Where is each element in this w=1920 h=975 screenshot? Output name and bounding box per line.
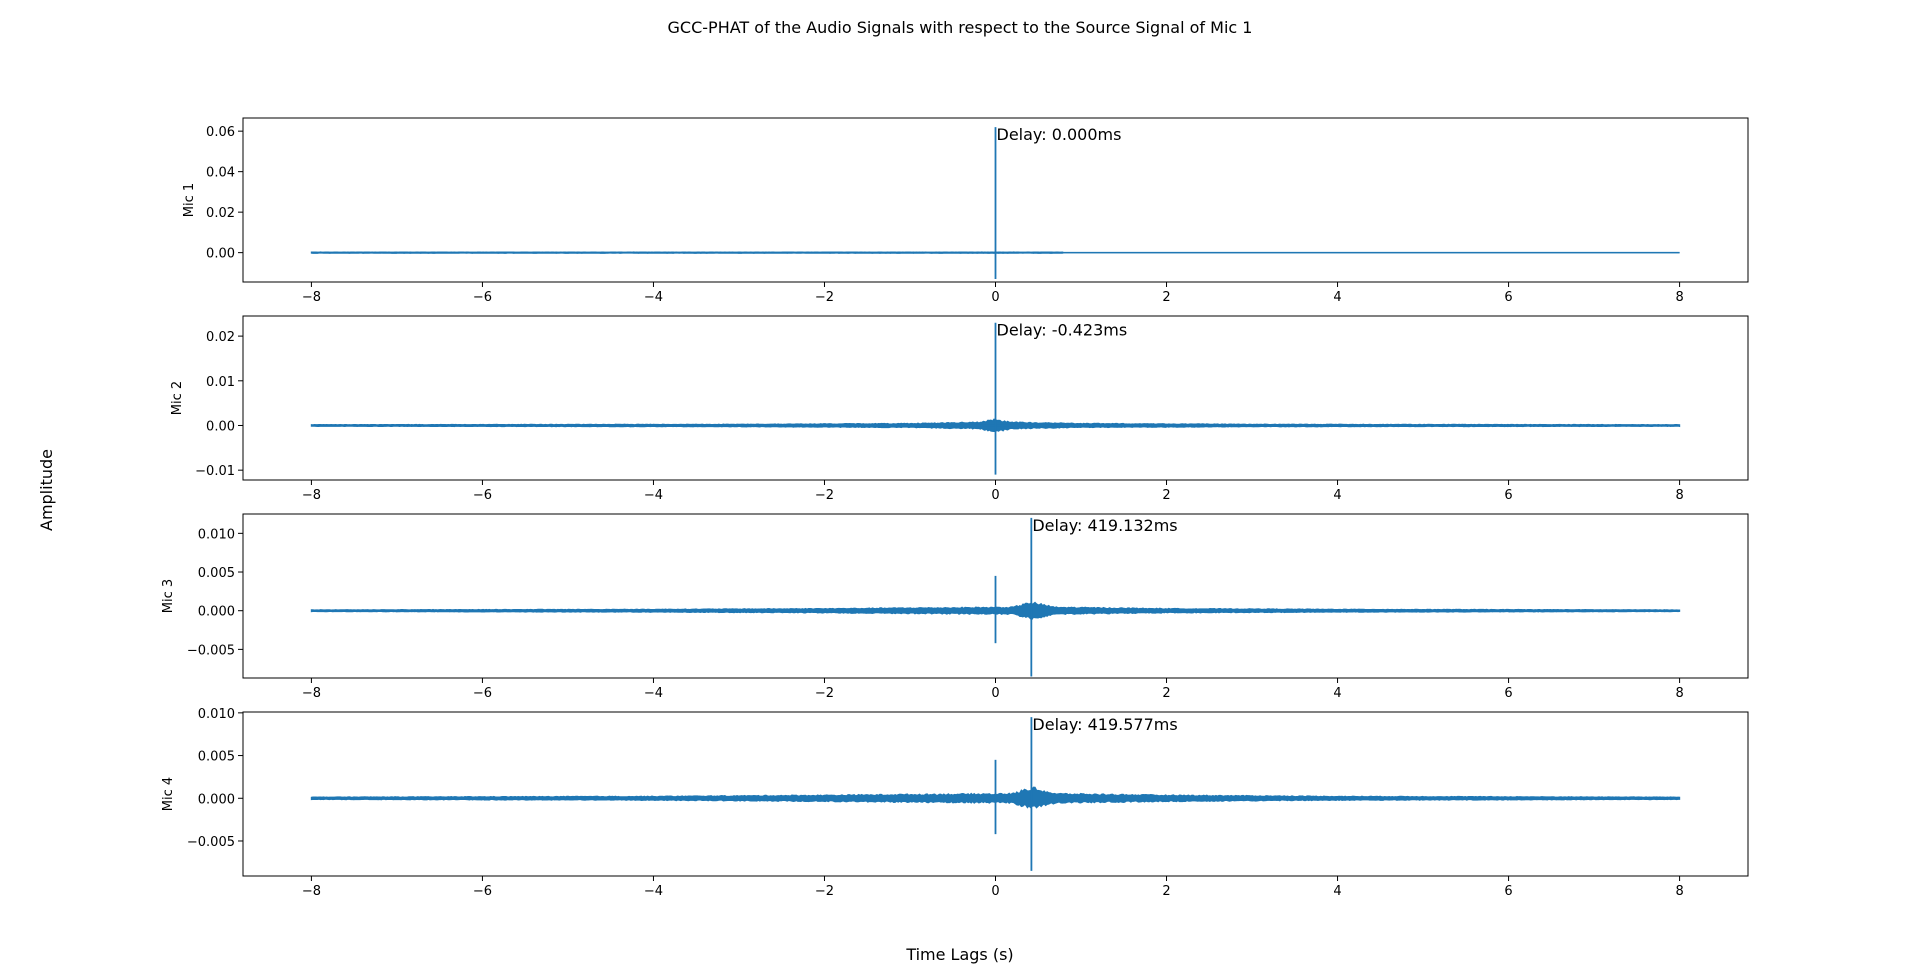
subplots: −8 −6 −4 −2 0 2 4 6 8 0.00 0.02 0.04 0.06 Mic 1 Delay:…	[161, 117, 1749, 899]
subplot-mic-3: −8 −6 −4 −2 0 2 4 6 8 −0.005 0.000 0.005 0.010 Mic 3 D…	[161, 513, 1749, 701]
y-tick-label: 0.010	[198, 527, 235, 542]
y-tick-label: 0.005	[198, 566, 235, 581]
subplot-ylabel: Mic 3	[161, 579, 176, 613]
y-tick-label: 0.00	[206, 419, 235, 434]
x-tick-label: −8	[302, 884, 321, 899]
x-tick-label: −8	[302, 488, 321, 503]
delay-annotation: Delay: -0.423ms	[997, 321, 1128, 340]
x-tick-label: 8	[1675, 884, 1683, 899]
x-tick-label: 6	[1504, 884, 1512, 899]
x-tick-label: −6	[473, 488, 492, 503]
x-tick-label: −4	[644, 884, 663, 899]
x-tick-label: 2	[1162, 884, 1170, 899]
x-tick-label: 4	[1333, 488, 1341, 503]
figure-xlabel: Time Lags (s)	[905, 945, 1013, 964]
x-tick-label: −4	[644, 488, 663, 503]
x-tick-label: 6	[1504, 488, 1512, 503]
subplot-ylabel: Mic 1	[182, 183, 197, 217]
y-tick-label: −0.01	[195, 464, 235, 479]
plot-area	[310, 517, 1681, 677]
x-tick-label: 0	[991, 488, 999, 503]
y-tick-label: 0.010	[198, 707, 235, 722]
x-tick-label: 6	[1504, 686, 1512, 701]
subplot-ylabel: Mic 2	[170, 381, 185, 415]
x-tick-label: −6	[473, 884, 492, 899]
x-tick-label: 2	[1162, 290, 1170, 305]
x-tick-label: 4	[1333, 884, 1341, 899]
subplot-mic-2: −8 −6 −4 −2 0 2 4 6 8 −0.01 0.00 0.01 0.02 Mic 2 Delay…	[170, 315, 1749, 503]
x-tick-label: 2	[1162, 686, 1170, 701]
subplot-mic-4: −8 −6 −4 −2 0 2 4 6 8 −0.005 0.000 0.005 0.010 Mic 4 D…	[161, 707, 1749, 899]
x-tick-label: 0	[991, 884, 999, 899]
x-tick-label: 0	[991, 290, 999, 305]
delay-annotation: Delay: 419.577ms	[1032, 715, 1177, 734]
y-tick-label: 0.04	[206, 166, 235, 181]
subplot-ylabel: Mic 4	[161, 777, 176, 811]
x-tick-label: 4	[1333, 290, 1341, 305]
x-tick-label: 0	[991, 686, 999, 701]
x-tick-label: 8	[1675, 290, 1683, 305]
y-tick-label: 0.000	[198, 605, 235, 620]
y-tick-label: 0.01	[206, 375, 235, 390]
x-tick-label: −4	[644, 290, 663, 305]
x-tick-label: −8	[302, 686, 321, 701]
y-tick-label: 0.06	[206, 125, 235, 140]
figure-title: GCC-PHAT of the Audio Signals with respe…	[668, 18, 1253, 37]
subplot-mic-1: −8 −6 −4 −2 0 2 4 6 8 0.00 0.02 0.04 0.06 Mic 1 Delay:…	[182, 117, 1749, 305]
x-tick-label: 2	[1162, 488, 1170, 503]
y-tick-label: 0.02	[206, 206, 235, 221]
x-tick-label: −4	[644, 686, 663, 701]
y-tick-label: 0.000	[198, 792, 235, 807]
x-tick-label: −8	[302, 290, 321, 305]
x-tick-label: −2	[815, 290, 834, 305]
x-tick-label: −6	[473, 686, 492, 701]
plot-area	[310, 322, 1681, 475]
x-tick-label: −6	[473, 290, 492, 305]
delay-annotation: Delay: 0.000ms	[997, 125, 1122, 144]
plot-area	[310, 717, 1681, 871]
plot-area	[310, 127, 1680, 279]
x-tick-label: −2	[815, 488, 834, 503]
figure-ylabel: Amplitude	[37, 449, 56, 531]
y-tick-label: −0.005	[187, 835, 235, 850]
x-tick-label: −2	[815, 686, 834, 701]
y-tick-label: 0.00	[206, 247, 235, 262]
delay-annotation: Delay: 419.132ms	[1032, 516, 1177, 535]
x-tick-label: 4	[1333, 686, 1341, 701]
y-tick-label: −0.005	[187, 643, 235, 658]
x-tick-label: −2	[815, 884, 834, 899]
x-tick-label: 6	[1504, 290, 1512, 305]
y-tick-label: 0.02	[206, 330, 235, 345]
x-tick-label: 8	[1675, 686, 1683, 701]
y-tick-label: 0.005	[198, 750, 235, 765]
x-tick-label: 8	[1675, 488, 1683, 503]
